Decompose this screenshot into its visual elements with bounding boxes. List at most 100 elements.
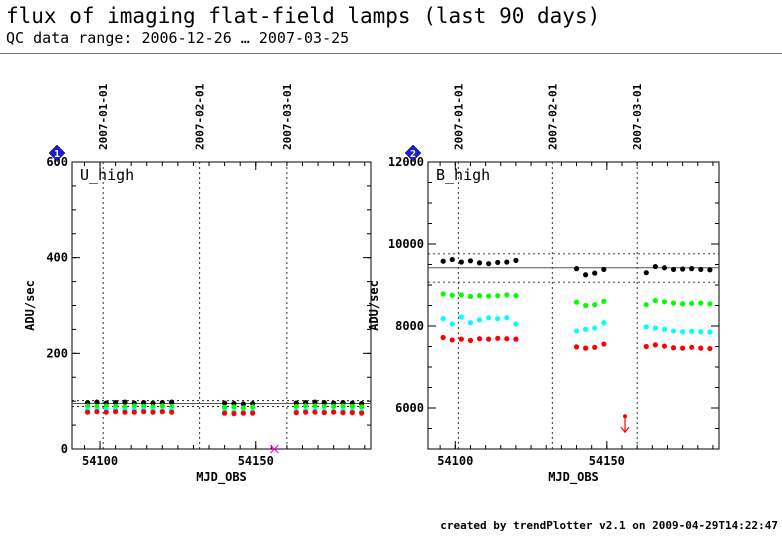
data-point	[231, 404, 237, 410]
data-point	[467, 337, 474, 343]
data-point	[689, 266, 695, 272]
data-point	[689, 300, 695, 307]
data-point	[661, 326, 668, 332]
data-point	[458, 336, 464, 342]
x-tick-label: 54150	[238, 454, 274, 468]
y-tick-label: 6000	[395, 401, 424, 415]
data-point	[689, 328, 695, 334]
data-point	[592, 325, 598, 331]
page-title: flux of imaging flat-field lamps (last 9…	[6, 4, 601, 28]
data-point	[302, 403, 309, 409]
panel-label: U_high	[80, 166, 134, 184]
data-point	[698, 266, 704, 273]
data-point	[573, 328, 580, 334]
y-tick-label: 12000	[388, 155, 424, 169]
data-point	[680, 266, 686, 272]
data-point	[131, 403, 137, 409]
data-point	[583, 326, 589, 332]
data-point	[440, 316, 446, 322]
data-point	[643, 324, 649, 330]
data-point	[122, 399, 128, 405]
data-point	[495, 335, 501, 341]
data-point	[331, 409, 337, 415]
x-tick-label: 54150	[589, 454, 625, 468]
date-marker-label: 2007-01-01	[97, 83, 110, 150]
data-point	[486, 261, 492, 267]
data-point	[670, 266, 677, 273]
data-point	[340, 403, 346, 409]
data-point	[240, 410, 246, 416]
data-point	[707, 301, 713, 307]
data-point	[312, 399, 318, 405]
chart-panel-1: 2007-01-01 2007-02-01 2007-03-01 0 200 400 600…	[23, 83, 372, 485]
data-point	[359, 404, 365, 410]
data-point	[113, 409, 119, 415]
date-marker-label: 2007-01-01	[452, 83, 465, 150]
y-tick-label: 8000	[395, 319, 424, 333]
x-tick-label: 54100	[437, 454, 473, 468]
data-point	[592, 344, 598, 350]
data-point	[661, 299, 668, 305]
panel-number-badge	[404, 144, 422, 162]
data-point	[141, 400, 147, 406]
data-point	[513, 257, 519, 263]
data-point	[680, 345, 686, 351]
data-point	[486, 315, 492, 321]
panel-number: 1	[54, 149, 60, 160]
data-point	[486, 336, 492, 342]
data-point	[449, 337, 455, 343]
data-point	[84, 403, 91, 409]
data-point	[652, 263, 658, 270]
header-divider	[0, 53, 782, 54]
data-point	[643, 270, 649, 276]
data-point	[458, 314, 464, 320]
data-point	[513, 336, 519, 342]
data-point	[458, 292, 464, 298]
data-point	[250, 410, 256, 416]
data-point	[240, 405, 246, 411]
x-axis-label: MJD_OBS	[196, 470, 247, 485]
data-point	[652, 342, 658, 348]
data-point	[680, 301, 686, 307]
data-point	[583, 302, 589, 309]
footer-credit: created by trendPlotter v2.1 on 2009-04-…	[440, 519, 778, 532]
data-point	[467, 258, 474, 264]
data-point	[495, 259, 501, 266]
data-point	[250, 404, 256, 410]
data-point	[476, 317, 483, 323]
data-point	[222, 410, 228, 416]
data-point	[643, 302, 649, 308]
y-tick-label: 200	[46, 346, 68, 360]
data-point	[449, 292, 455, 298]
data-point	[661, 343, 668, 349]
data-point	[240, 401, 246, 407]
data-point	[84, 409, 91, 415]
data-point	[698, 345, 704, 351]
panel-number: 2	[410, 149, 416, 160]
data-point	[359, 410, 365, 416]
data-point	[707, 329, 713, 335]
outlier-marker	[270, 444, 279, 454]
data-point	[504, 259, 510, 265]
data-point	[643, 343, 649, 350]
data-point	[169, 403, 175, 410]
x-tick-label: 54100	[82, 454, 118, 468]
data-point	[293, 403, 299, 410]
data-point	[467, 293, 474, 300]
panel-number-badge	[48, 144, 66, 162]
plot-frame	[427, 161, 720, 450]
outlier-arrow-head	[620, 426, 630, 434]
data-point	[504, 292, 510, 298]
data-point	[707, 267, 713, 273]
data-point	[231, 411, 237, 417]
data-point	[222, 400, 228, 406]
data-point	[698, 300, 704, 306]
data-point	[652, 297, 658, 304]
data-point	[689, 344, 695, 350]
data-point	[467, 320, 474, 326]
data-point	[103, 409, 109, 415]
data-point	[486, 293, 492, 299]
data-point	[321, 410, 327, 416]
data-point	[94, 403, 100, 410]
y-tick-label: 0	[61, 442, 68, 456]
